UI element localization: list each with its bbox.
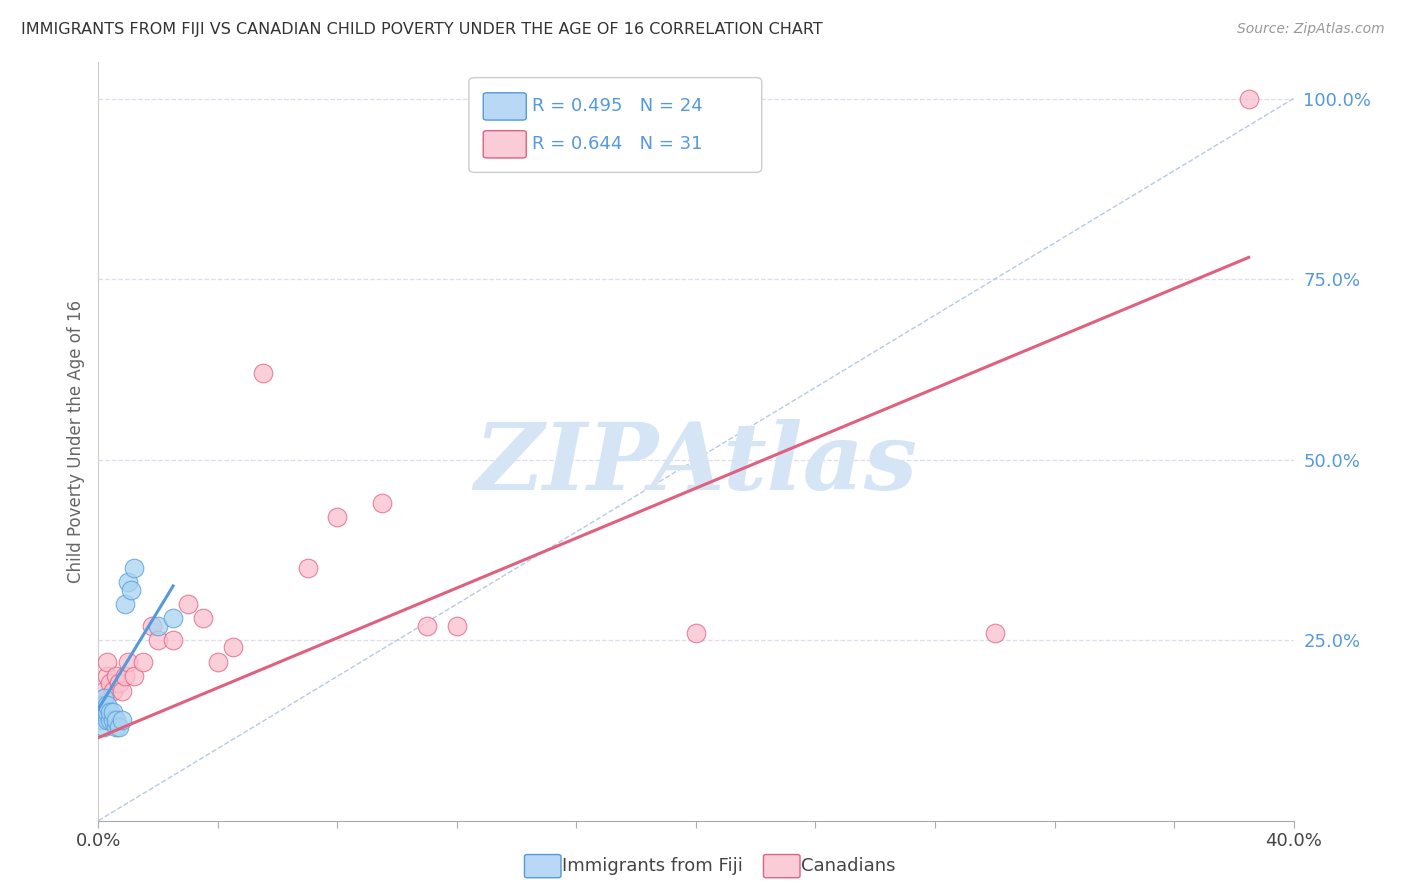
Point (90, 698, 112, 712)
Text: Source: ZipAtlas.com: Source: ZipAtlas.com (1237, 22, 1385, 37)
Point (93, 690, 115, 705)
Point (108, 720, 131, 734)
Text: R = 0.495   N = 24: R = 0.495 N = 24 (533, 96, 703, 115)
Point (297, 561, 319, 575)
Point (96, 698, 118, 712)
Point (90, 706, 112, 720)
Point (98, 706, 122, 720)
Point (114, 597, 136, 611)
Point (222, 640, 245, 655)
Point (93, 698, 115, 712)
Point (96, 706, 118, 720)
Point (162, 633, 184, 648)
Point (96, 655, 118, 669)
Y-axis label: Child Poverty Under the Age of 16: Child Poverty Under the Age of 16 (66, 300, 84, 583)
Point (96, 669, 118, 683)
Point (96, 713, 118, 727)
Point (90, 706, 112, 720)
Point (98, 713, 122, 727)
Point (120, 582, 142, 597)
Point (141, 618, 163, 632)
Point (111, 713, 134, 727)
Point (162, 611, 184, 625)
Point (446, 618, 468, 632)
Point (90, 713, 112, 727)
Point (177, 597, 200, 611)
Point (124, 561, 146, 575)
Point (685, 626, 707, 640)
Point (984, 626, 1007, 640)
Point (105, 669, 128, 683)
Point (117, 575, 139, 590)
Point (93, 706, 115, 720)
Text: Canadians: Canadians (801, 857, 896, 875)
Point (191, 611, 214, 625)
Point (93, 720, 115, 734)
Point (90, 698, 112, 712)
Point (416, 618, 439, 632)
Point (98, 676, 122, 690)
Point (371, 496, 394, 510)
Point (103, 713, 125, 727)
Point (93, 690, 115, 705)
Point (148, 618, 170, 632)
Point (124, 669, 146, 683)
Point (132, 655, 155, 669)
Point (111, 683, 134, 698)
FancyBboxPatch shape (484, 93, 526, 120)
Point (103, 683, 125, 698)
Point (103, 706, 125, 720)
FancyBboxPatch shape (470, 78, 762, 172)
Text: Immigrants from Fiji: Immigrants from Fiji (562, 857, 744, 875)
Point (108, 676, 131, 690)
Point (1237, 91, 1260, 105)
Point (252, 366, 274, 380)
Point (93, 683, 115, 698)
Point (105, 720, 128, 734)
Point (105, 713, 128, 727)
Text: ZIPAtlas: ZIPAtlas (474, 419, 918, 509)
FancyBboxPatch shape (484, 130, 526, 158)
Point (207, 655, 229, 669)
Point (148, 633, 170, 648)
Point (114, 669, 136, 683)
Text: R = 0.644   N = 31: R = 0.644 N = 31 (533, 136, 703, 153)
Point (117, 655, 139, 669)
Point (326, 510, 349, 524)
Text: IMMIGRANTS FROM FIJI VS CANADIAN CHILD POVERTY UNDER THE AGE OF 16 CORRELATION C: IMMIGRANTS FROM FIJI VS CANADIAN CHILD P… (21, 22, 823, 37)
